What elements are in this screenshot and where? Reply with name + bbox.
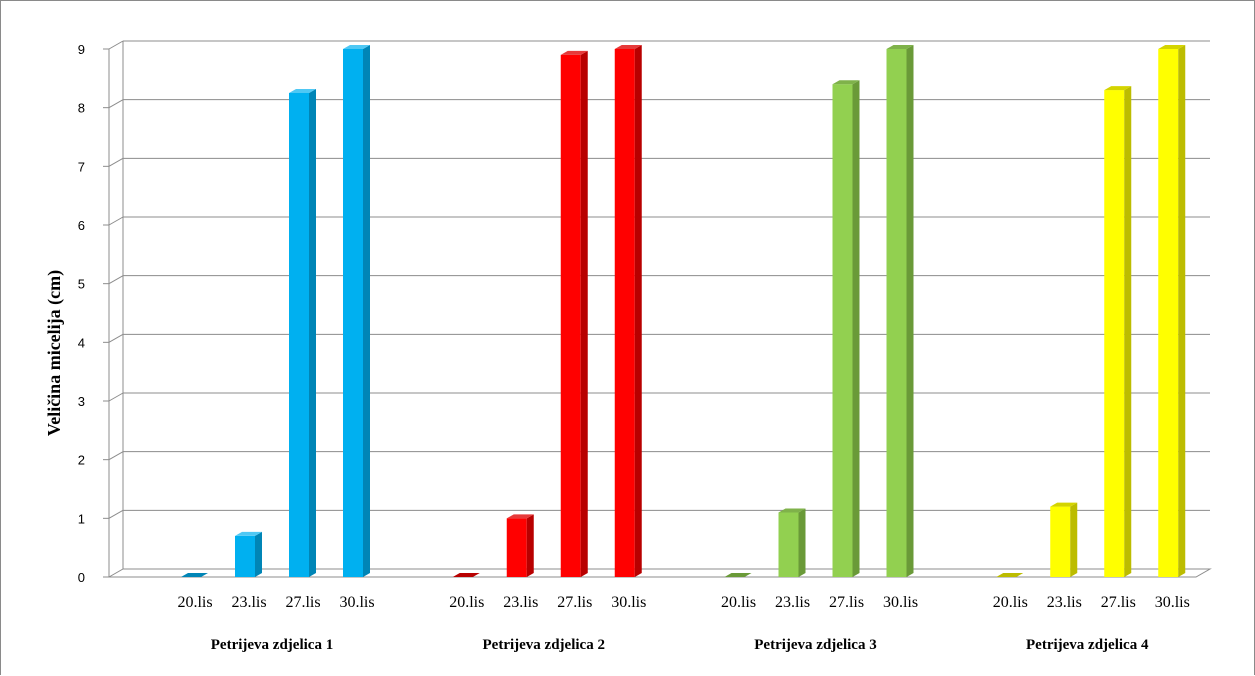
bar-front [778, 512, 799, 577]
group-label: Petrijeva zdjelica 1 [211, 637, 333, 653]
bar-side [309, 89, 316, 577]
bar-side [1178, 45, 1186, 577]
bar-front [886, 49, 907, 577]
bar [996, 573, 1024, 577]
bar-front [1104, 90, 1125, 578]
x-category-label: 30.lis [339, 594, 374, 611]
bar [235, 531, 262, 577]
x-category-label: 23.lis [231, 594, 266, 611]
x-category-label: 27.lis [829, 594, 864, 611]
x-category-label: 20.lis [449, 594, 484, 611]
bar [724, 573, 752, 577]
bar-front [1050, 506, 1071, 577]
bar [778, 508, 806, 577]
x-category-label: 27.lis [557, 594, 592, 611]
bar-side [1070, 502, 1078, 577]
bar-side [852, 80, 860, 577]
bar [614, 45, 642, 577]
bar-front [832, 84, 853, 577]
bar-top [506, 514, 534, 519]
x-category-label: 27.lis [285, 594, 320, 611]
group-label: Petrijeva zdjelica 4 [1026, 637, 1149, 653]
gridline-depth [108, 392, 124, 402]
bar [289, 89, 316, 577]
bar [1050, 502, 1078, 577]
bar-top [886, 45, 914, 49]
floor [107, 568, 1212, 578]
x-category-label: 23.lis [775, 594, 810, 611]
bar-side [906, 45, 914, 577]
bar [343, 45, 370, 577]
group-label: Petrijeva zdjelica 3 [754, 637, 876, 653]
y-tick-label: 9 [78, 42, 85, 57]
bar [1104, 86, 1132, 578]
x-category-label: 30.lis [883, 594, 918, 611]
bar [886, 45, 914, 577]
y-tick-label: 2 [78, 453, 85, 468]
x-category-label: 20.lis [177, 594, 212, 611]
bar-side [798, 508, 806, 577]
group-label: Petrijeva zdjelica 2 [483, 637, 605, 653]
bar-top [996, 573, 1024, 577]
y-tick-label: 5 [78, 277, 85, 292]
bar-top [1158, 45, 1186, 49]
gridline-depth [108, 157, 124, 167]
x-category-label: 30.lis [611, 594, 646, 611]
bar-front [343, 49, 363, 577]
bar-top [778, 508, 806, 513]
y-tick-label: 7 [78, 159, 85, 174]
x-category-label: 27.lis [1101, 594, 1136, 611]
bar-front [614, 49, 635, 577]
bar-front [289, 93, 309, 577]
gridline-depth [108, 451, 124, 461]
bar-front [560, 54, 581, 578]
x-category-label: 20.lis [993, 594, 1028, 611]
bar-top [343, 45, 370, 49]
x-category-label: 30.lis [1155, 594, 1190, 611]
bar-top [181, 573, 208, 577]
bar-top [832, 80, 860, 85]
bar-front [506, 518, 527, 577]
gridline-depth [108, 99, 124, 109]
bar-top [289, 89, 316, 93]
bar [452, 573, 480, 577]
y-tick-label: 0 [78, 570, 85, 585]
x-category-label: 23.lis [503, 594, 538, 611]
y-tick-label: 8 [78, 101, 85, 116]
bar [832, 80, 860, 577]
bar [560, 50, 588, 578]
y-tick-label: 1 [78, 511, 85, 526]
bar-front [235, 535, 255, 577]
y-tick-label: 6 [78, 218, 85, 233]
bar-top [452, 573, 480, 577]
bar-side [255, 531, 262, 577]
bar-top [1050, 502, 1078, 507]
bar [1158, 45, 1186, 577]
y-tick-label: 4 [78, 335, 85, 350]
bar [181, 573, 208, 577]
x-category-label: 20.lis [721, 594, 756, 611]
gridline-depth [108, 275, 124, 285]
bar [506, 514, 534, 577]
bar-side [1124, 86, 1132, 578]
bar-side [363, 45, 370, 577]
gridline-depth [108, 509, 124, 519]
bar-top [1104, 86, 1132, 91]
y-axis-label: Veličina micelija (cm) [44, 270, 65, 436]
bar-side [634, 45, 642, 577]
bar-side [526, 514, 534, 577]
bar-front [1158, 49, 1179, 577]
gridline-depth [108, 216, 124, 226]
bar-top [614, 45, 642, 49]
bar-top [235, 531, 262, 536]
bar-top [724, 573, 752, 577]
gridline-depth [108, 333, 124, 343]
bar-side [580, 50, 588, 578]
x-category-label: 23.lis [1047, 594, 1082, 611]
bar-top [560, 50, 588, 55]
y-tick-label: 3 [78, 394, 85, 409]
gridline-depth [108, 40, 124, 50]
